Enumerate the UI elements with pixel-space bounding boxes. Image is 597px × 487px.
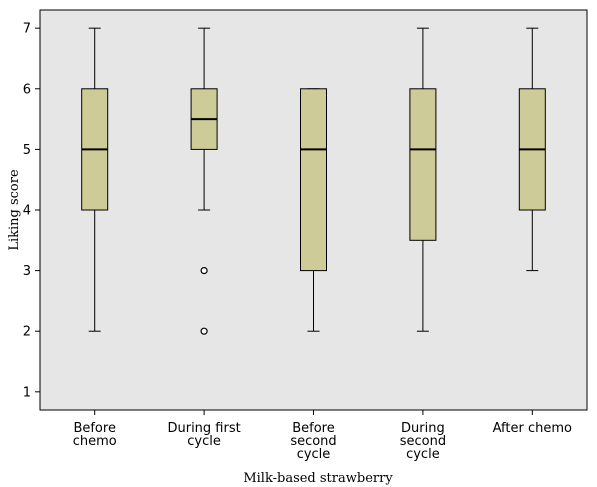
x-tick-label-line: cycle [187, 434, 221, 449]
x-tick-label: Before second cycle [290, 421, 336, 462]
outlier-point [200, 327, 208, 335]
box-iqr [300, 88, 327, 272]
x-tick-label-line: Before [292, 421, 335, 436]
box-group [518, 27, 546, 272]
box-group [300, 88, 327, 332]
x-tick-label: After chemo [493, 421, 572, 436]
box-group [81, 27, 109, 332]
x-axis-title: Milk-based strawberry [243, 471, 393, 486]
x-tick-label-line: second [400, 434, 446, 449]
y-tick-label: 7 [23, 22, 31, 37]
box-group [409, 27, 437, 332]
outlier-point [200, 267, 208, 275]
x-tick-label: During first cycle [167, 421, 240, 449]
y-axis-title: Liking score [7, 169, 22, 251]
box-group [190, 27, 218, 335]
y-tick-label: 2 [23, 325, 31, 340]
y-tick-label: 6 [23, 82, 31, 97]
y-axis: 1 2 3 4 5 6 7 [23, 22, 40, 400]
x-tick-label-line: After chemo [493, 421, 572, 436]
x-tick-label: During second cycle [400, 421, 446, 462]
x-tick-label: Before chemo [73, 421, 117, 449]
box-series [81, 27, 546, 335]
y-tick-label: 3 [23, 264, 31, 279]
x-tick-label-line: cycle [297, 447, 331, 462]
box-iqr [409, 88, 437, 241]
x-tick-label-line: During [401, 421, 445, 436]
x-tick-label-line: chemo [73, 434, 117, 449]
x-tick-label-line: second [290, 434, 336, 449]
y-tick-label: 1 [23, 385, 31, 400]
x-tick-label-line: During first [167, 421, 240, 436]
x-tick-label-line: Before [73, 421, 116, 436]
y-tick-label: 4 [23, 204, 31, 219]
y-tick-label: 5 [23, 143, 31, 158]
x-tick-label-line: cycle [406, 447, 440, 462]
